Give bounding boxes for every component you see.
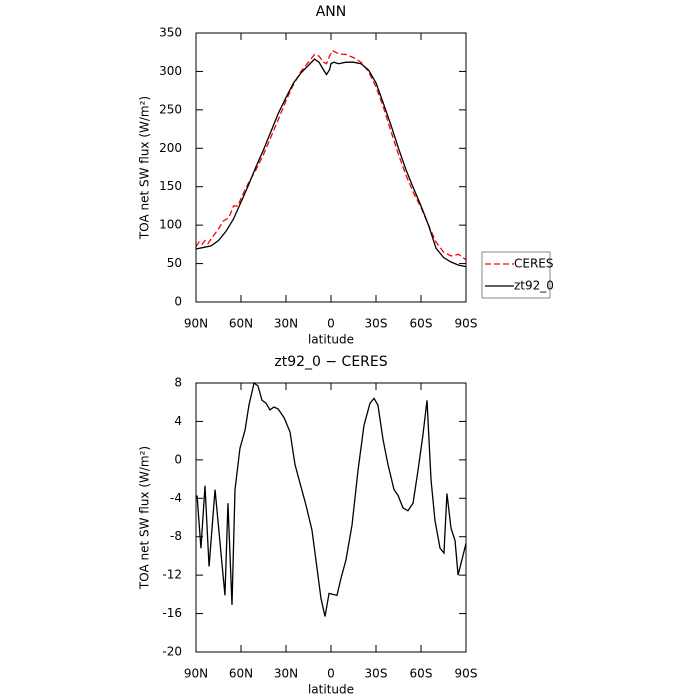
y-tick-label: 50 [167,256,182,270]
x-tick-label: 30N [274,667,298,681]
y-tick-label: 300 [159,64,182,78]
x-tick-label: 0 [327,667,335,681]
legend-label: zt92_0 [514,279,554,293]
y-axis-label: TOA net SW flux (W/m²) [138,96,152,240]
line-series [195,49,467,261]
x-tick-label: 0 [327,317,335,331]
x-tick-label: 60N [229,317,253,331]
x-tick-label: 90S [455,667,478,681]
y-tick-label: -12 [162,568,182,582]
x-tick-label: 30N [274,317,298,331]
legend-label: CERES [514,257,554,271]
y-tick-label: -8 [170,529,182,543]
y-tick-label: 350 [159,26,182,40]
y-tick-label: 150 [159,179,182,193]
y-tick-label: 0 [174,295,182,309]
chart-title: zt92_0 − CERES [274,354,387,370]
x-axis-label: latitude [308,683,354,697]
y-tick-label: 0 [174,452,182,466]
line-series [195,58,467,268]
y-axis-label: TOA net SW flux (W/m²) [138,446,152,590]
x-tick-label: 60N [229,667,253,681]
x-tick-label: 30S [365,667,388,681]
legend-box [481,251,551,299]
x-axis-label: latitude [308,333,354,347]
y-tick-label: 200 [159,141,182,155]
y-tick-label: 4 [174,414,182,428]
y-tick-label: -4 [170,491,182,505]
chart-title: ANN [316,4,347,20]
x-tick-label: 90N [184,667,208,681]
x-tick-label: 30S [365,317,388,331]
x-tick-label: 60S [410,317,433,331]
y-tick-label: -20 [162,645,182,659]
x-tick-label: 60S [410,667,433,681]
plot-frame [195,32,467,303]
plot-frame [195,382,467,653]
x-tick-label: 90N [184,317,208,331]
y-tick-label: 100 [159,218,182,232]
x-tick-label: 90S [455,317,478,331]
line-series [196,381,467,617]
y-tick-label: 8 [174,376,182,390]
y-tick-label: -16 [162,606,182,620]
y-tick-label: 250 [159,102,182,116]
